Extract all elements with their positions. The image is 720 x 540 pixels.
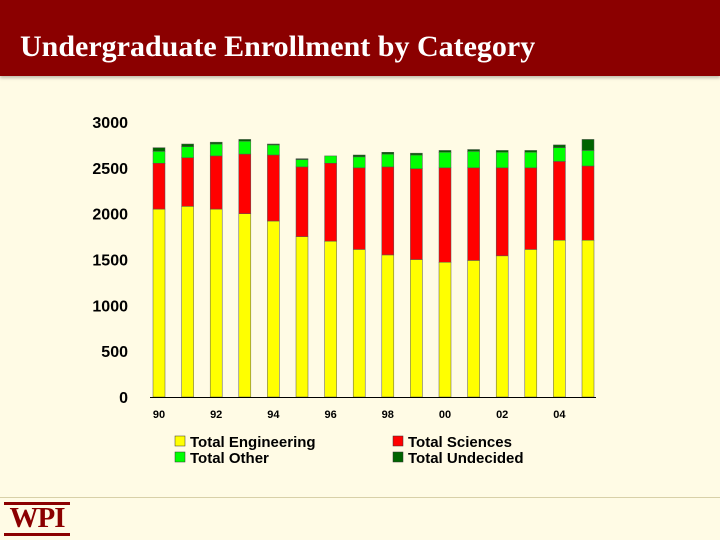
bar-segment — [381, 166, 395, 256]
bar-segment — [467, 167, 480, 261]
bar-segment — [152, 163, 166, 210]
bar-segment — [467, 151, 480, 169]
legend-swatch — [174, 451, 186, 463]
bar-segment — [267, 143, 280, 146]
x-tick-label: 04 — [553, 409, 566, 421]
bar-segment — [410, 152, 423, 156]
bar-segment — [181, 206, 194, 398]
bar-segment — [553, 240, 566, 398]
bar-segment — [410, 259, 423, 398]
y-tick-label: 2000 — [92, 207, 128, 224]
bar-segment — [324, 240, 337, 398]
bar-segment — [553, 147, 566, 162]
legend-label: Total Engineering — [190, 434, 316, 451]
bar-segment — [209, 143, 223, 157]
x-tick-label: 02 — [496, 409, 508, 421]
bar-segment — [524, 152, 538, 169]
bar-segment — [581, 139, 595, 151]
bar-segment — [209, 155, 223, 210]
bar-segment — [524, 249, 538, 398]
legend-swatch — [392, 435, 404, 447]
bar-segment — [352, 156, 366, 169]
y-tick-label: 1000 — [92, 298, 128, 315]
bar-segment — [209, 141, 223, 145]
legend-swatch — [392, 451, 404, 463]
bar-segment — [410, 154, 423, 169]
x-tick-label: 94 — [267, 409, 280, 421]
bar-segment — [495, 255, 509, 398]
bar-segment — [438, 152, 452, 169]
bar-segment — [352, 167, 366, 250]
legend-label: Total Undecided — [408, 450, 524, 467]
x-tick-label: 92 — [210, 409, 222, 421]
bar-segment — [581, 240, 595, 398]
bar-segment — [438, 167, 452, 263]
y-tick-label: 2500 — [92, 161, 128, 178]
wpi-logo: WPI — [4, 500, 70, 538]
bar-segment — [524, 167, 538, 250]
legend-label: Total Other — [190, 450, 269, 467]
x-tick-label: 96 — [324, 409, 336, 421]
bar-segment — [209, 208, 223, 398]
bar-segment — [381, 153, 395, 168]
bar-segment — [324, 163, 337, 242]
bar-segment — [295, 158, 309, 160]
bar-segment — [267, 220, 280, 398]
bar-segment — [467, 260, 480, 398]
bar-segment — [495, 150, 509, 153]
title-bar: Undergraduate Enrollment by Category — [0, 0, 720, 76]
logo-text: WPI — [9, 502, 66, 534]
bar-segment — [295, 166, 309, 237]
bar-segment — [238, 141, 252, 155]
bar-segment — [324, 155, 337, 164]
bar-segment — [352, 249, 366, 398]
bar-segment — [295, 236, 309, 398]
bar-segment — [581, 165, 595, 241]
bar-segment — [410, 168, 423, 260]
logo-rule-bottom — [4, 533, 70, 536]
x-tick-label: 98 — [382, 409, 394, 421]
y-tick-label: 1500 — [92, 253, 128, 270]
bar-segment — [553, 161, 566, 241]
bar-segment — [381, 152, 395, 155]
bar-segment — [238, 139, 252, 142]
y-tick-label: 0 — [119, 390, 128, 407]
bar-segment — [438, 262, 452, 398]
bar-segment — [495, 152, 509, 169]
bar-segment — [238, 213, 252, 398]
x-tick-label: 00 — [439, 409, 451, 421]
bar-segment — [553, 144, 566, 148]
y-tick-label: 3000 — [92, 115, 128, 132]
bar-segment — [438, 150, 452, 153]
footer-divider — [0, 497, 720, 498]
logo-rule-top — [4, 502, 70, 505]
bar-segment — [352, 154, 366, 158]
bar-segment — [152, 147, 166, 152]
bar-segment — [181, 143, 194, 147]
bar-segment — [238, 153, 252, 214]
bar-segment — [267, 144, 280, 156]
bar-segment — [467, 149, 480, 152]
enrollment-chart: 0 500 1000 1500 2000 2500 3000 90 92 94 96 98 00 02 04… — [92, 115, 596, 467]
bar-segment — [495, 167, 509, 257]
bar-segment — [295, 159, 309, 168]
legend-label: Total Sciences — [408, 434, 512, 451]
bar-segment — [181, 146, 194, 158]
y-tick-label: 500 — [101, 344, 128, 361]
bar-segment — [152, 208, 166, 398]
bar-segment — [181, 157, 194, 207]
bar-segment — [267, 154, 280, 222]
legend-swatch — [174, 435, 186, 447]
bar-segment — [152, 151, 166, 164]
x-tick-label: 90 — [153, 409, 165, 421]
bar-segment — [524, 150, 538, 153]
bar-segment — [381, 254, 395, 398]
bar-segment — [581, 150, 595, 167]
slide-title: Undergraduate Enrollment by Category — [20, 30, 536, 63]
